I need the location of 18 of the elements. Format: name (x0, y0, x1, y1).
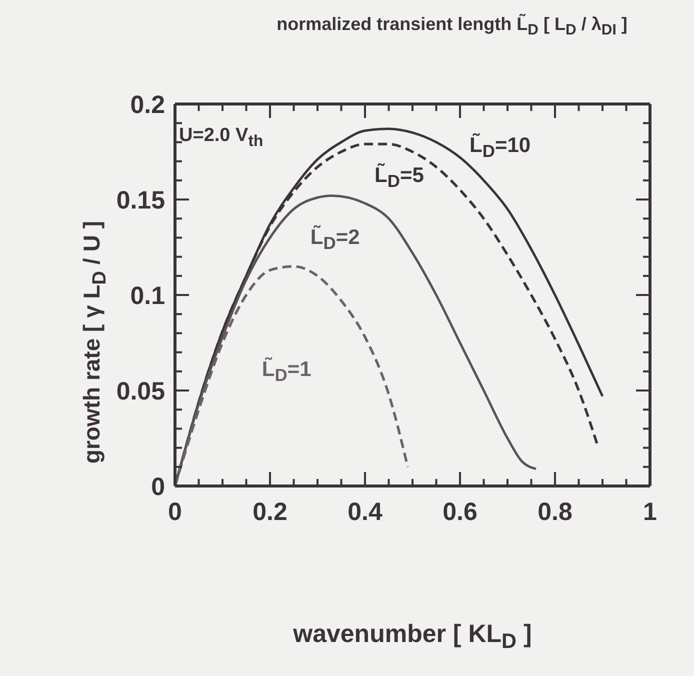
line-series (175, 265, 410, 486)
x-axis-title: wavenumber [ KL$_{D}$ ] (292, 620, 533, 654)
x-tick-label: 0.6 (442, 498, 478, 526)
x-tick-label: 1 (643, 498, 658, 526)
x-tick-label: 0.4 (348, 498, 382, 526)
y-tick-label: 0.05 (116, 378, 166, 406)
y-tick-label: 0 (151, 473, 165, 501)
series-label: L̃$_{D}$=5 (374, 162, 424, 193)
chart-title: normalized transient length L̃$_{D}$ [ L$_{D}$ / λ$_{DI}$ ] (276, 14, 628, 39)
x-tick-label: 0.8 (538, 498, 572, 526)
series-label: L̃$_{D}$=2 (310, 224, 360, 256)
y-tick-label: 0.15 (116, 186, 166, 214)
y-tick-label: 0.2 (130, 91, 165, 119)
x-tick-label: 0.2 (252, 498, 288, 526)
text: L̃$_{D}$=1 (262, 356, 312, 388)
y-tick-label: 0.1 (130, 282, 166, 310)
annotation: U=2.0 V$_{th}$ (179, 125, 264, 151)
legend-label: L̃$_{D}$=10 (470, 132, 531, 164)
